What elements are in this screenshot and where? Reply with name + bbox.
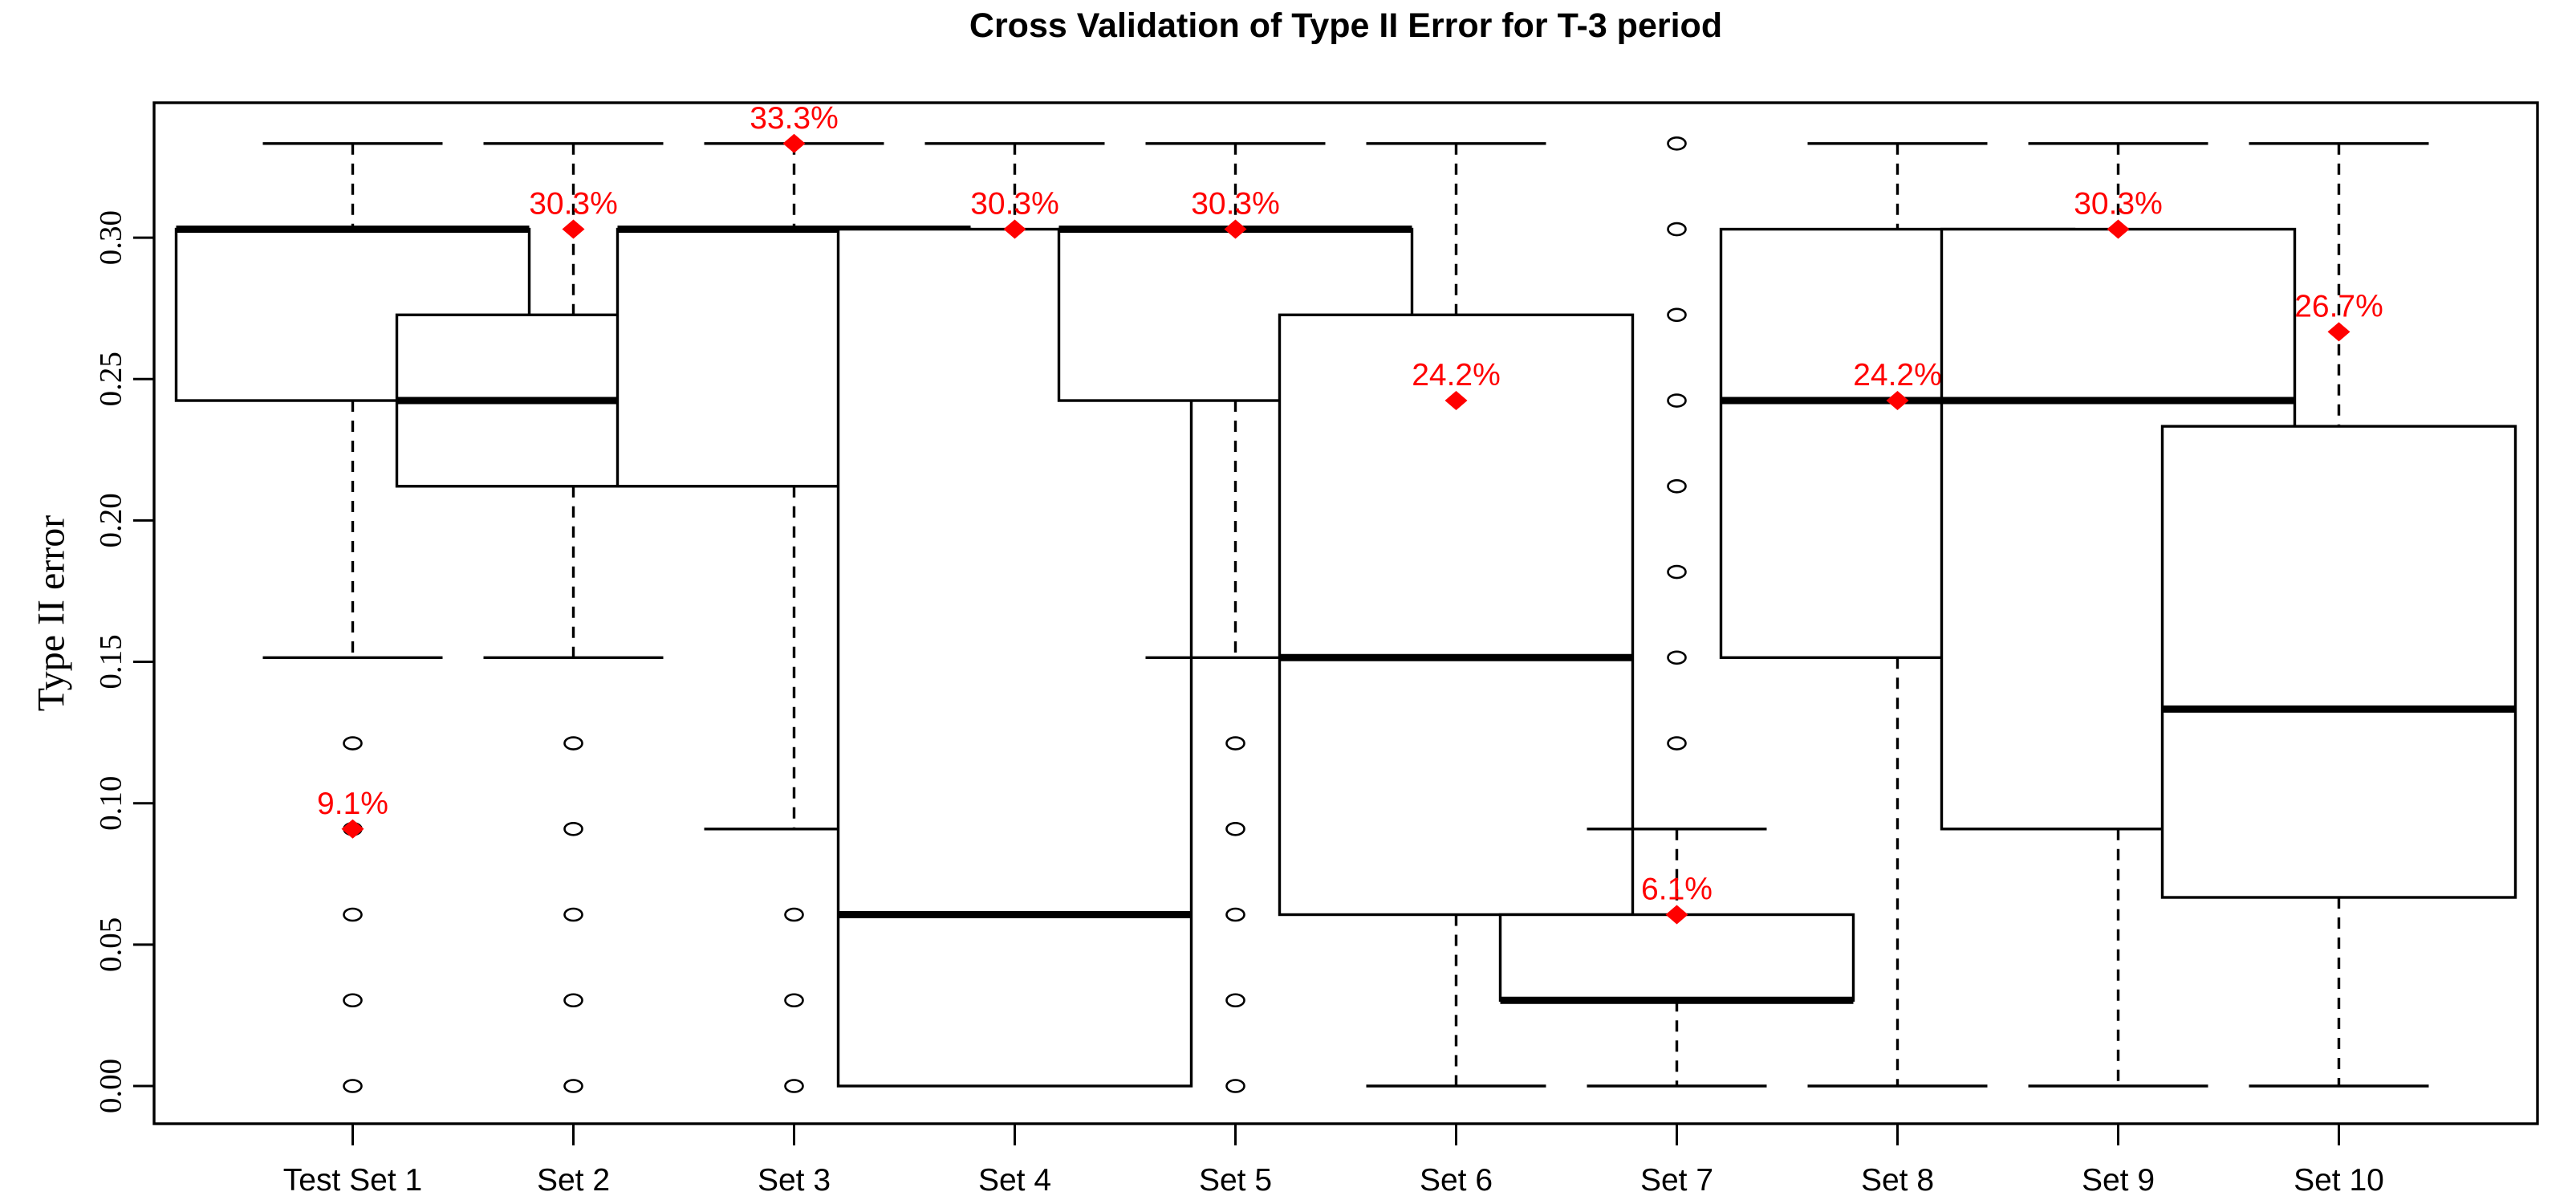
outlier-point — [1225, 907, 1245, 922]
highlight-label: 33.3% — [750, 101, 839, 136]
outlier-point — [343, 993, 363, 1008]
highlight-label: 24.2% — [1412, 358, 1501, 393]
y-tick-label: 0.05 — [94, 917, 128, 972]
outlier-point — [784, 907, 804, 922]
y-tick-label: 0.20 — [94, 493, 128, 547]
y-tick-label: 0.00 — [94, 1059, 128, 1113]
x-tick-label: Set 3 — [758, 1163, 831, 1198]
x-tick-label: Test Set 1 — [283, 1163, 422, 1198]
highlight-label: 30.3% — [529, 187, 618, 222]
highlight-diamond-icon — [1665, 905, 1688, 925]
y-tick-label: 0.15 — [94, 634, 128, 689]
boxplot-set-10: 26.7% — [2160, 142, 2517, 1088]
outlier-point — [563, 907, 583, 922]
iqr-box — [1278, 313, 1635, 917]
y-tick-label: 0.25 — [94, 352, 128, 406]
outlier-point — [1667, 564, 1687, 580]
outlier-point — [1667, 222, 1687, 237]
highlight-diamond-icon — [1886, 391, 1909, 411]
highlight-label: 24.2% — [1853, 358, 1942, 393]
iqr-box — [2160, 425, 2517, 899]
plot-border — [152, 101, 2539, 1125]
boxplot-set-6: 24.2% — [1278, 142, 1635, 1088]
x-tick-label: Set 7 — [1640, 1163, 1713, 1198]
outlier-point — [1667, 736, 1687, 750]
highlight-diamond-icon — [1444, 391, 1468, 411]
outlier-point — [563, 1079, 583, 1093]
x-tick-label: Set 6 — [1420, 1163, 1493, 1198]
highlight-diamond-icon — [1224, 219, 1247, 239]
outlier-point — [1225, 993, 1245, 1008]
outlier-point — [1667, 650, 1687, 665]
boxplot-set-7: 6.1% — [1498, 136, 1855, 1088]
highlight-label: 6.1% — [1641, 872, 1713, 907]
highlight-label: 30.3% — [970, 187, 1059, 222]
outlier-point — [563, 821, 583, 836]
y-tick-label: 0.30 — [94, 210, 128, 265]
x-tick-label: Set 10 — [2294, 1163, 2384, 1198]
outlier-point — [1225, 821, 1245, 836]
highlight-label: 30.3% — [1191, 187, 1280, 222]
outlier-point — [1225, 1079, 1245, 1093]
y-tick-label: 0.10 — [94, 776, 128, 831]
outlier-point — [1225, 736, 1245, 750]
outlier-point — [1667, 478, 1687, 494]
boxplot-test-set-1: 9.1% — [174, 142, 531, 1093]
outlier-point — [1667, 393, 1687, 408]
x-tick-label: Set 4 — [978, 1163, 1051, 1198]
y-axis: 0.00 0.05 0.10 0.15 0.20 0.25 0.30 — [94, 210, 154, 1113]
x-tick-label: Set 5 — [1199, 1163, 1272, 1198]
highlight-label: 9.1% — [317, 787, 388, 821]
highlight-diamond-icon — [782, 133, 806, 153]
outlier-point — [343, 736, 363, 750]
outlier-point — [563, 736, 583, 750]
x-tick-label: Set 9 — [2082, 1163, 2155, 1198]
outlier-point — [343, 1079, 363, 1093]
iqr-box — [1498, 913, 1855, 1002]
x-tick-label: Set 8 — [1861, 1163, 1934, 1198]
outlier-point — [343, 907, 363, 922]
highlight-label: 26.7% — [2294, 289, 2383, 323]
outlier-point — [563, 993, 583, 1008]
highlight-label: 30.3% — [2074, 187, 2163, 222]
outlier-point — [1667, 307, 1687, 323]
highlight-diamond-icon — [562, 219, 585, 239]
outlier-point — [1667, 136, 1687, 151]
x-axis: Test Set 1 Set 2 Set 3 Set 4 Set 5 Set 6 Set 7… — [283, 1124, 2384, 1198]
highlight-diamond-icon — [1003, 219, 1026, 239]
highlight-diamond-icon — [2107, 219, 2130, 239]
chart-title: Cross Validation of Type II Error for T-… — [969, 6, 1723, 45]
outlier-point — [784, 1079, 804, 1093]
highlight-diamond-icon — [341, 819, 364, 839]
highlight-diamond-icon — [2327, 322, 2350, 342]
x-tick-label: Set 2 — [537, 1163, 610, 1198]
outlier-point — [784, 993, 804, 1008]
